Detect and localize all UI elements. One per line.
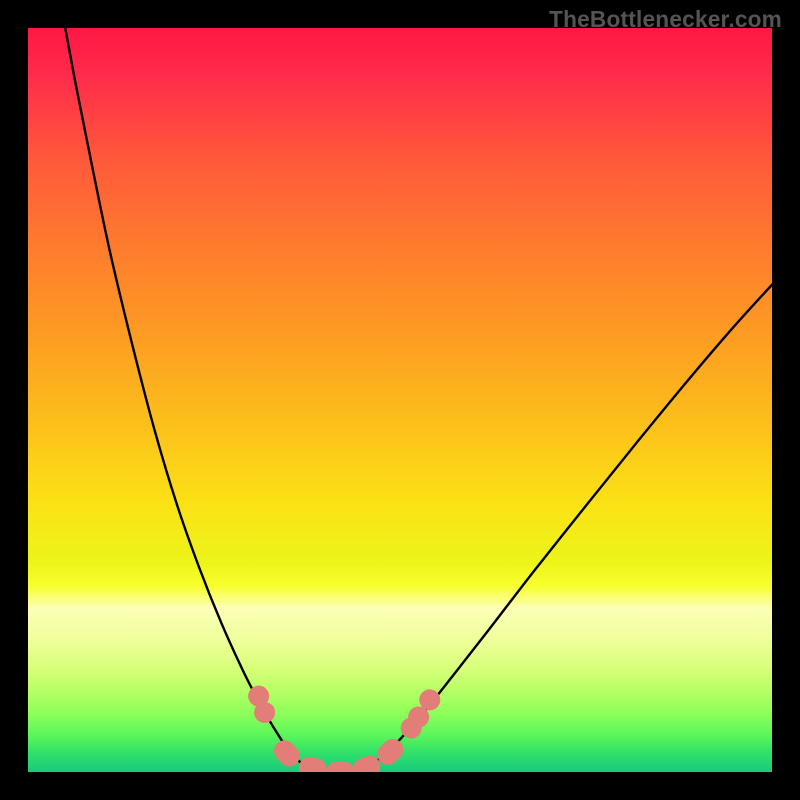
gradient-background <box>28 28 772 772</box>
plot-area <box>28 28 772 772</box>
figure-container: TheBottlenecker.com <box>0 0 800 800</box>
watermark-label: TheBottlenecker.com <box>549 6 782 33</box>
bottleneck-curve-chart <box>28 28 772 772</box>
